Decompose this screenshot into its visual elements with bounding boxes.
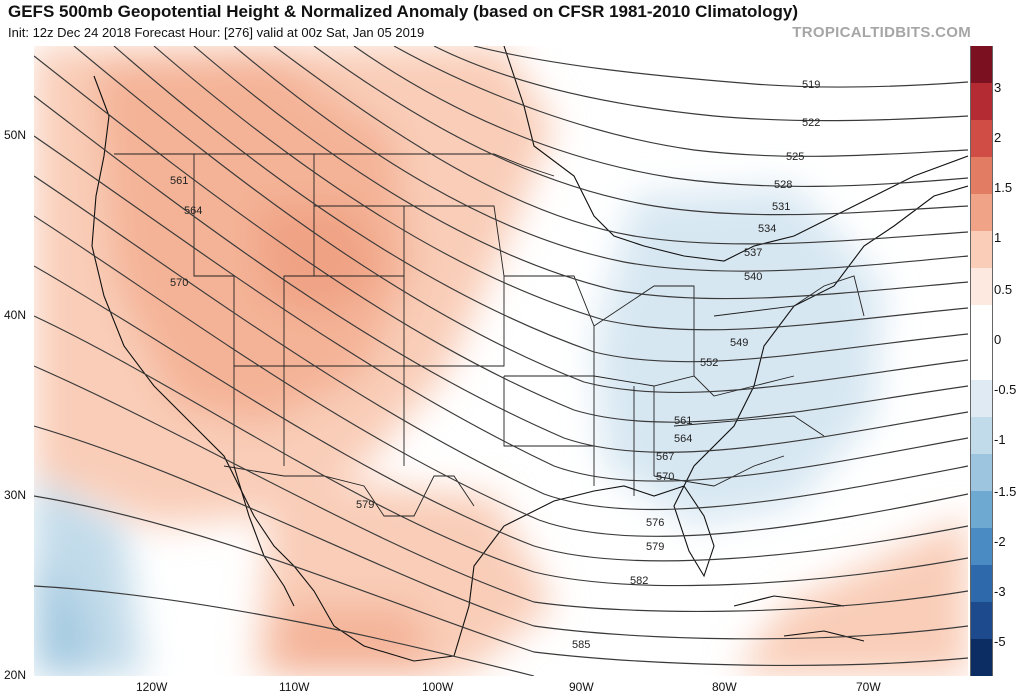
lat-label: 50N — [4, 128, 26, 142]
lon-label: 80W — [712, 680, 737, 694]
colorbar-segment — [970, 380, 993, 418]
colorbar-segment — [970, 639, 993, 677]
contour-label: 522 — [802, 117, 820, 129]
lat-label: 30N — [4, 488, 26, 502]
contour-label: 525 — [786, 151, 804, 163]
anomaly-colorbar — [970, 46, 993, 676]
colorbar-tick-label: 1.5 — [994, 180, 1012, 195]
anomaly-shading — [34, 46, 968, 676]
map-subtitle: Init: 12z Dec 24 2018 Forecast Hour: [27… — [8, 25, 424, 40]
contour-label: 570 — [170, 277, 188, 289]
lon-label: 110W — [279, 680, 309, 694]
contour-label: 552 — [700, 357, 718, 369]
lon-label: 100W — [422, 680, 453, 694]
contour-label: 582 — [630, 575, 648, 587]
colorbar-segment — [970, 491, 993, 529]
colorbar-tick-label: 0.5 — [994, 282, 1012, 297]
contour-label: 531 — [772, 201, 790, 213]
colorbar-segment — [970, 120, 993, 158]
lat-label: 40N — [4, 308, 26, 322]
map-canvas: 519 522 525 528 531 534 537 540 549 552 … — [34, 46, 968, 676]
colorbar-segment — [970, 454, 993, 492]
contour-label: 549 — [730, 337, 748, 349]
map-title: GEFS 500mb Geopotential Height & Normali… — [8, 2, 798, 22]
contour-label: 576 — [646, 517, 664, 529]
contour-label: 519 — [802, 79, 820, 91]
colorbar-segment — [970, 342, 993, 380]
lon-label: 90W — [569, 680, 594, 694]
colorbar-segment — [970, 602, 993, 640]
colorbar-segment — [970, 417, 993, 455]
colorbar-tick-label: -5 — [994, 634, 1006, 649]
colorbar-segment — [970, 157, 993, 195]
contour-label: 585 — [572, 639, 590, 651]
colorbar-segment — [970, 528, 993, 566]
contour-label: 561 — [674, 415, 692, 427]
colorbar-tick-label: -1.5 — [994, 484, 1016, 499]
map-panel[interactable]: 519 522 525 528 531 534 537 540 549 552 … — [34, 46, 968, 676]
colorbar-segment — [970, 83, 993, 121]
colorbar-segment — [970, 565, 993, 603]
colorbar-tick-label: 0 — [994, 332, 1001, 347]
contour-label: 564 — [674, 433, 692, 445]
colorbar-tick-label: -3 — [994, 584, 1006, 599]
contour-label: 567 — [656, 451, 674, 463]
colorbar-segment — [970, 305, 993, 343]
colorbar-tick-label: 1 — [994, 230, 1001, 245]
brand-watermark: TROPICALTIDBITS.COM — [792, 24, 971, 41]
contour-label: 528 — [774, 179, 792, 191]
colorbar-tick-label: -2 — [994, 534, 1006, 549]
lat-label: 20N — [4, 668, 26, 682]
colorbar-tick-label: -1 — [994, 432, 1006, 447]
contour-label: 570 — [656, 471, 674, 483]
lon-label: 70W — [856, 680, 881, 694]
colorbar-tick-label: -0.5 — [994, 382, 1016, 397]
contour-label: 537 — [744, 247, 762, 259]
colorbar-tick-label: 2 — [994, 130, 1001, 145]
colorbar-segment — [970, 268, 993, 306]
contour-label: 579 — [646, 541, 664, 553]
contour-label: 534 — [758, 223, 776, 235]
contour-label: 561 — [170, 175, 188, 187]
contour-label: 579 — [356, 499, 374, 511]
lon-label: 120W — [136, 680, 167, 694]
colorbar-segment — [970, 46, 993, 84]
colorbar-segment — [970, 231, 993, 269]
contour-label: 564 — [184, 205, 202, 217]
colorbar-tick-label: 3 — [994, 80, 1001, 95]
colorbar-segment — [970, 194, 993, 232]
contour-label: 540 — [744, 271, 762, 283]
